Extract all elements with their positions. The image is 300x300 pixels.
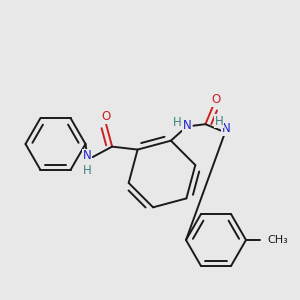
Text: H: H bbox=[83, 164, 92, 177]
Text: N: N bbox=[222, 122, 231, 135]
Text: H: H bbox=[172, 116, 181, 129]
Text: N: N bbox=[183, 119, 192, 132]
Text: O: O bbox=[211, 93, 220, 106]
Text: CH₃: CH₃ bbox=[267, 235, 288, 245]
Text: H: H bbox=[214, 115, 223, 128]
Text: N: N bbox=[83, 149, 92, 162]
Text: O: O bbox=[101, 110, 111, 123]
